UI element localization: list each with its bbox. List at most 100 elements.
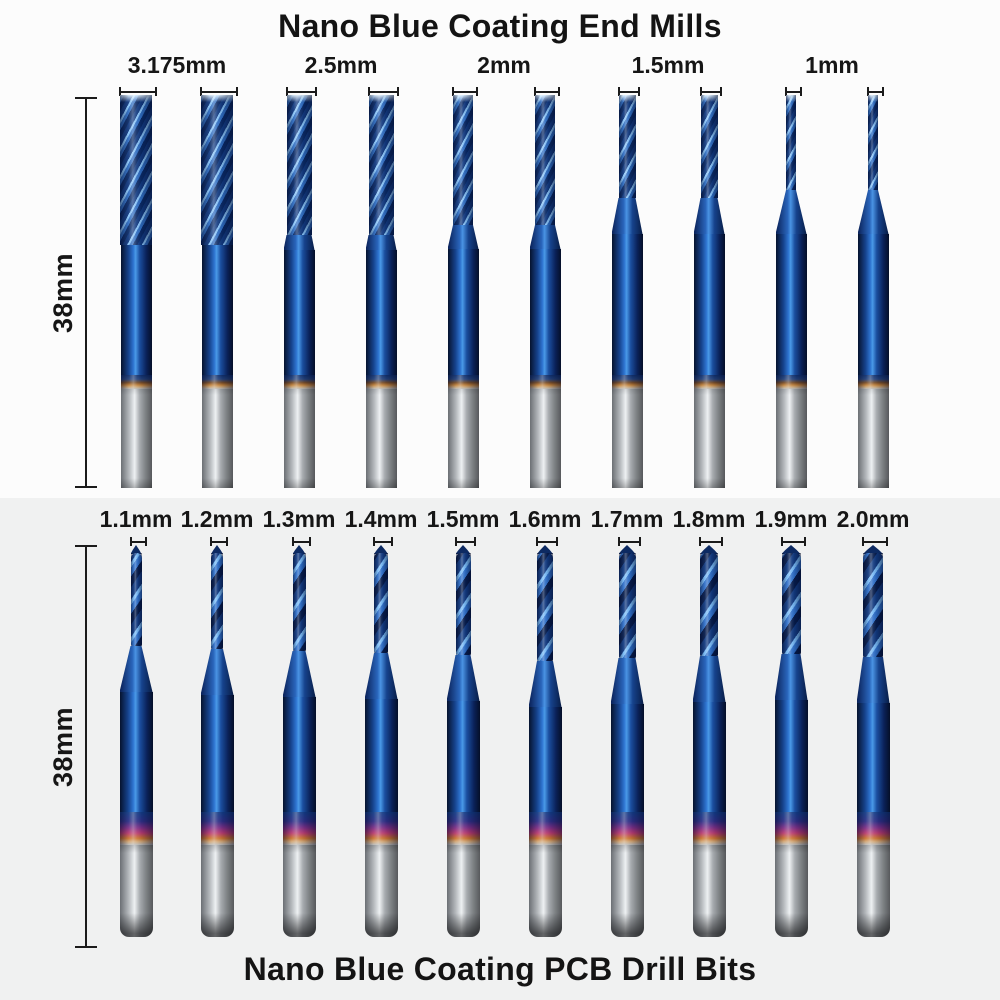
spiral-flute [455, 553, 471, 655]
heat-band [201, 375, 233, 389]
taper-section [775, 654, 808, 700]
end-mills-title: Nano Blue Coating End Mills [278, 8, 722, 44]
drill-bits-title: Nano Blue Coating PCB Drill Bits [243, 951, 757, 987]
blue-shank [774, 700, 808, 812]
flute-section [786, 95, 796, 190]
end-mills-panel: Nano Blue Coating End Mills 3.175mm 2.5m… [0, 0, 1000, 498]
drill-tip [130, 545, 142, 554]
spiral-flute [863, 553, 883, 657]
silver-shank [611, 389, 643, 488]
end-mill-bit [775, 95, 807, 488]
size-label-1-3mm: 1.3mm [262, 506, 336, 532]
blue-shank [692, 702, 726, 812]
blue-shank [364, 699, 398, 812]
length-dimension-line: 38mm [48, 545, 97, 948]
taper-section [448, 225, 479, 249]
width-bracket [862, 537, 888, 546]
silver-shank [446, 845, 480, 937]
taper-section [611, 658, 644, 704]
width-bracket [373, 537, 393, 546]
blue-shank [119, 692, 153, 812]
drill-tip [781, 545, 801, 554]
blue-shank [857, 234, 889, 375]
taper-section [201, 649, 234, 695]
heat-band [610, 812, 644, 845]
taper-section [120, 646, 153, 692]
width-bracket [784, 87, 802, 96]
silver-shank [120, 389, 152, 488]
silver-shank [774, 845, 808, 937]
flute-section [120, 95, 152, 245]
drill-bit [774, 545, 808, 937]
end-mill-bit [283, 95, 315, 488]
size-label-1-4mm: 1.4mm [344, 506, 418, 532]
blue-shank [611, 234, 643, 375]
size-label-1mm: 1mm [805, 52, 859, 78]
silver-shank [283, 389, 315, 488]
drill-bit [364, 545, 398, 937]
drill-tip [292, 545, 306, 554]
end-mill-bit [693, 95, 725, 488]
drill-bit [528, 545, 562, 937]
width-bracket [291, 537, 311, 546]
heat-band [775, 375, 807, 389]
flute-section [535, 95, 555, 225]
blue-shank [283, 250, 315, 375]
taper-section [283, 651, 316, 697]
taper-section [776, 190, 807, 234]
blue-shank [610, 704, 644, 812]
blue-shank [775, 234, 807, 375]
heat-band [447, 375, 479, 389]
silver-shank [447, 389, 479, 488]
silver-shank [529, 389, 561, 488]
flute-section [201, 95, 233, 245]
width-bracket [617, 537, 641, 546]
taper-section [694, 198, 725, 234]
width-bracket [367, 87, 399, 96]
end-mill-bit [857, 95, 889, 488]
heat-band [857, 375, 889, 389]
heat-band [856, 812, 890, 845]
end-mill-bit [447, 95, 479, 488]
spiral-flute [374, 553, 388, 653]
width-bracket [536, 537, 558, 546]
size-label-1-7mm: 1.7mm [590, 506, 664, 532]
silver-shank [364, 845, 398, 937]
size-label-2mm: 2mm [477, 52, 531, 78]
silver-shank [857, 389, 889, 488]
size-label-1-5mm: 1.5mm [631, 52, 705, 78]
width-bracket [780, 537, 806, 546]
heat-band [693, 375, 725, 389]
taper-section [612, 198, 643, 234]
silver-shank [610, 845, 644, 937]
flute-section [868, 95, 878, 190]
spiral-flute [292, 553, 306, 651]
size-label-1-9mm: 1.9mm [754, 506, 828, 532]
silver-shank [856, 845, 890, 937]
silver-shank [200, 845, 234, 937]
heat-band [283, 375, 315, 389]
end-mill-bit [120, 95, 152, 488]
taper-section [858, 190, 889, 234]
drill-bit [692, 545, 726, 937]
length-label: 38mm [48, 252, 78, 333]
taper-section [857, 657, 890, 703]
drill-bit [200, 545, 234, 937]
drill-tip [455, 545, 471, 554]
end-mill-bit [611, 95, 643, 488]
width-bracket [866, 87, 884, 96]
width-bracket [699, 537, 723, 546]
blue-shank [856, 703, 890, 812]
spiral-flute [130, 553, 142, 646]
width-bracket [210, 537, 228, 546]
drill-tip [537, 545, 553, 554]
blue-shank [446, 701, 480, 812]
blue-shank [528, 707, 562, 812]
silver-shank [282, 845, 316, 937]
spiral-flute [700, 553, 718, 656]
length-label: 38mm [48, 706, 78, 787]
taper-section [530, 225, 561, 249]
size-label-1-8mm: 1.8mm [672, 506, 746, 532]
heat-band [692, 812, 726, 845]
drill-tip [211, 545, 223, 554]
